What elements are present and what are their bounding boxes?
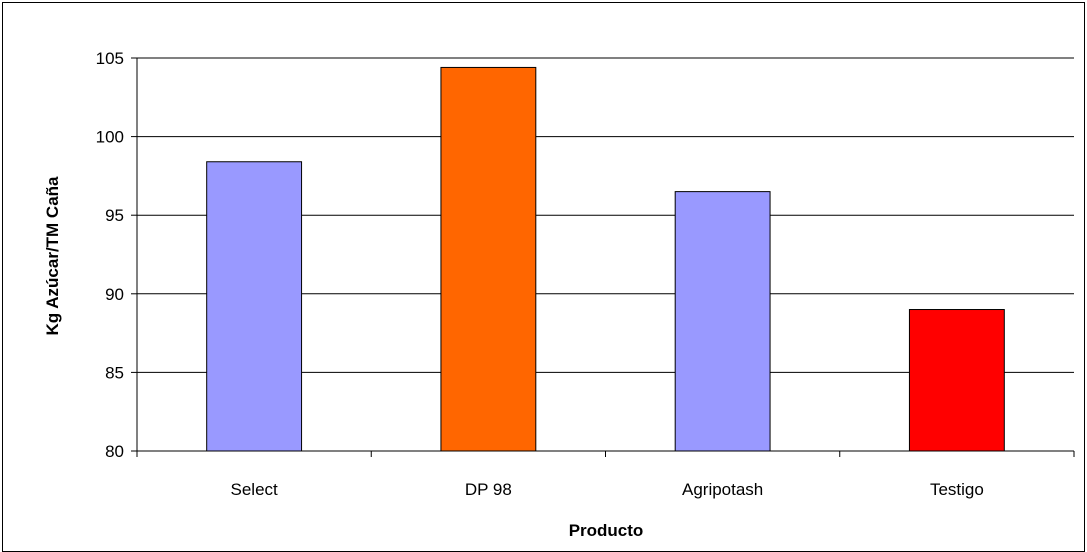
- y-tick-label: 95: [105, 206, 124, 225]
- bar-select: [206, 161, 303, 452]
- y-tick-label: 90: [105, 285, 124, 304]
- y-tick-label: 105: [96, 49, 124, 68]
- bar-dp-98: [440, 66, 537, 452]
- x-axis-title: Producto: [569, 521, 644, 540]
- x-tick-label: Agripotash: [682, 480, 763, 499]
- tick-labels: 80 85 90 95 100 105 Select DP 98 Agripotash Testi…: [96, 49, 984, 499]
- bar-agripotash: [674, 191, 771, 452]
- y-axis-title: Kg Azúcar/TM Caña: [43, 176, 62, 336]
- x-tick-label: Testigo: [930, 480, 984, 499]
- y-tick-label: 100: [96, 128, 124, 147]
- x-tick-label: DP 98: [465, 480, 512, 499]
- y-tick-label: 85: [105, 363, 124, 382]
- y-tick-label: 80: [105, 442, 124, 461]
- x-tick-label: Select: [231, 480, 279, 499]
- bars: [206, 66, 1005, 452]
- axes: [131, 57, 1075, 457]
- bar-testigo: [908, 309, 1005, 452]
